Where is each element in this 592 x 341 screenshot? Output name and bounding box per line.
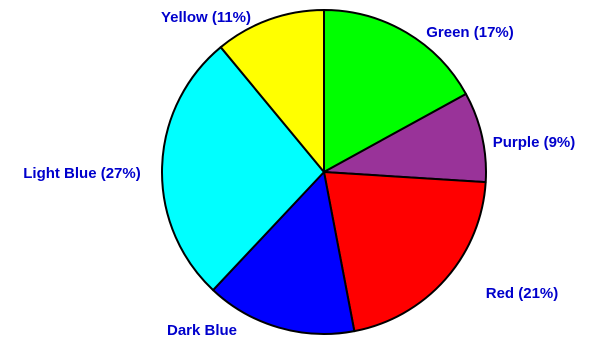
slice-dark-blue — [212, 171, 356, 335]
label-green: Green (17%) — [426, 24, 514, 41]
label-light-blue: Light Blue (27%) — [23, 165, 141, 182]
slice-light-blue — [161, 46, 325, 292]
label-dark-blue: Dark Blue — [167, 322, 237, 339]
label-purple: Purple (9%) — [493, 134, 576, 151]
slice-yellow — [219, 9, 325, 173]
label-red: Red (21%) — [486, 285, 559, 302]
label-yellow: Yellow (11%) — [161, 9, 251, 26]
pie-labels: Green (17%) Purple (9%) Red (21%) Dark Blue… — [23, 9, 575, 339]
pie-slices — [161, 9, 487, 335]
slice-green — [323, 9, 467, 173]
slice-red — [323, 171, 487, 333]
slice-purple — [323, 92, 487, 184]
